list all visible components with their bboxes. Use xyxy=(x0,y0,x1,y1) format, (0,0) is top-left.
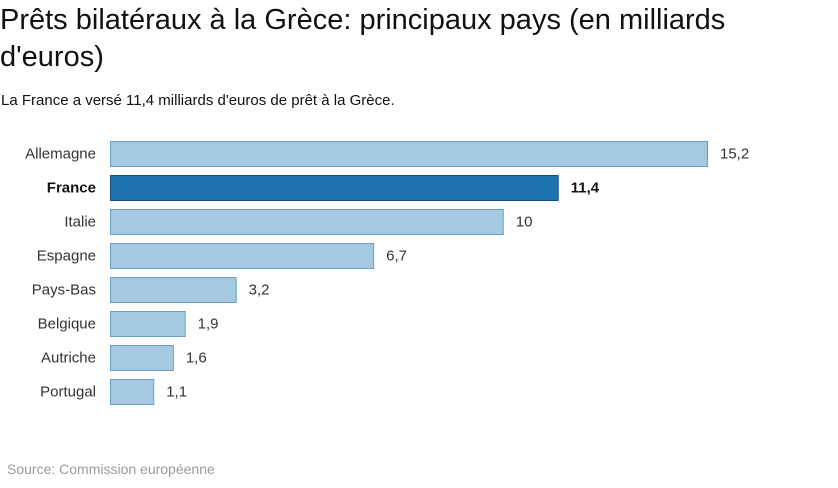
source-note: Source: Commission européenne xyxy=(7,461,215,477)
category-label-portugal: Portugal xyxy=(40,384,96,401)
value-label-italie: 10 xyxy=(516,214,533,231)
category-label-belgique: Belgique xyxy=(38,316,96,333)
value-label-france: 11,4 xyxy=(571,180,600,197)
value-label-allemagne: 15,2 xyxy=(720,146,749,163)
category-label-pays-bas: Pays-Bas xyxy=(32,282,96,299)
value-label-autriche: 1,6 xyxy=(186,350,207,367)
bar-pays-bas xyxy=(110,277,237,303)
bar-belgique xyxy=(110,311,186,337)
chart-title: Prêts bilatéraux à la Grèce: principaux … xyxy=(0,4,726,73)
bar-espagne xyxy=(110,243,375,269)
bar-chart: Allemagne 15,2 France 11,4 Italie 10 Espagne 6,… xyxy=(25,141,749,405)
category-label-espagne: Espagne xyxy=(37,248,96,265)
category-label-allemagne: Allemagne xyxy=(25,146,96,163)
category-label-autriche: Autriche xyxy=(41,350,96,367)
value-label-portugal: 1,1 xyxy=(166,384,187,401)
bar-portugal xyxy=(110,379,155,405)
value-label-espagne: 6,7 xyxy=(386,248,407,265)
category-label-italie: Italie xyxy=(64,214,96,231)
bar-france xyxy=(110,175,559,201)
chart-subtitle: La France a versé 11,4 milliards d'euros… xyxy=(1,92,395,109)
value-label-belgique: 1,9 xyxy=(198,316,219,333)
bar-allemagne xyxy=(110,141,708,167)
category-label-france: France xyxy=(47,180,96,197)
bar-autriche xyxy=(110,345,174,371)
value-label-pays-bas: 3,2 xyxy=(249,282,270,299)
bar-italie xyxy=(110,209,504,235)
